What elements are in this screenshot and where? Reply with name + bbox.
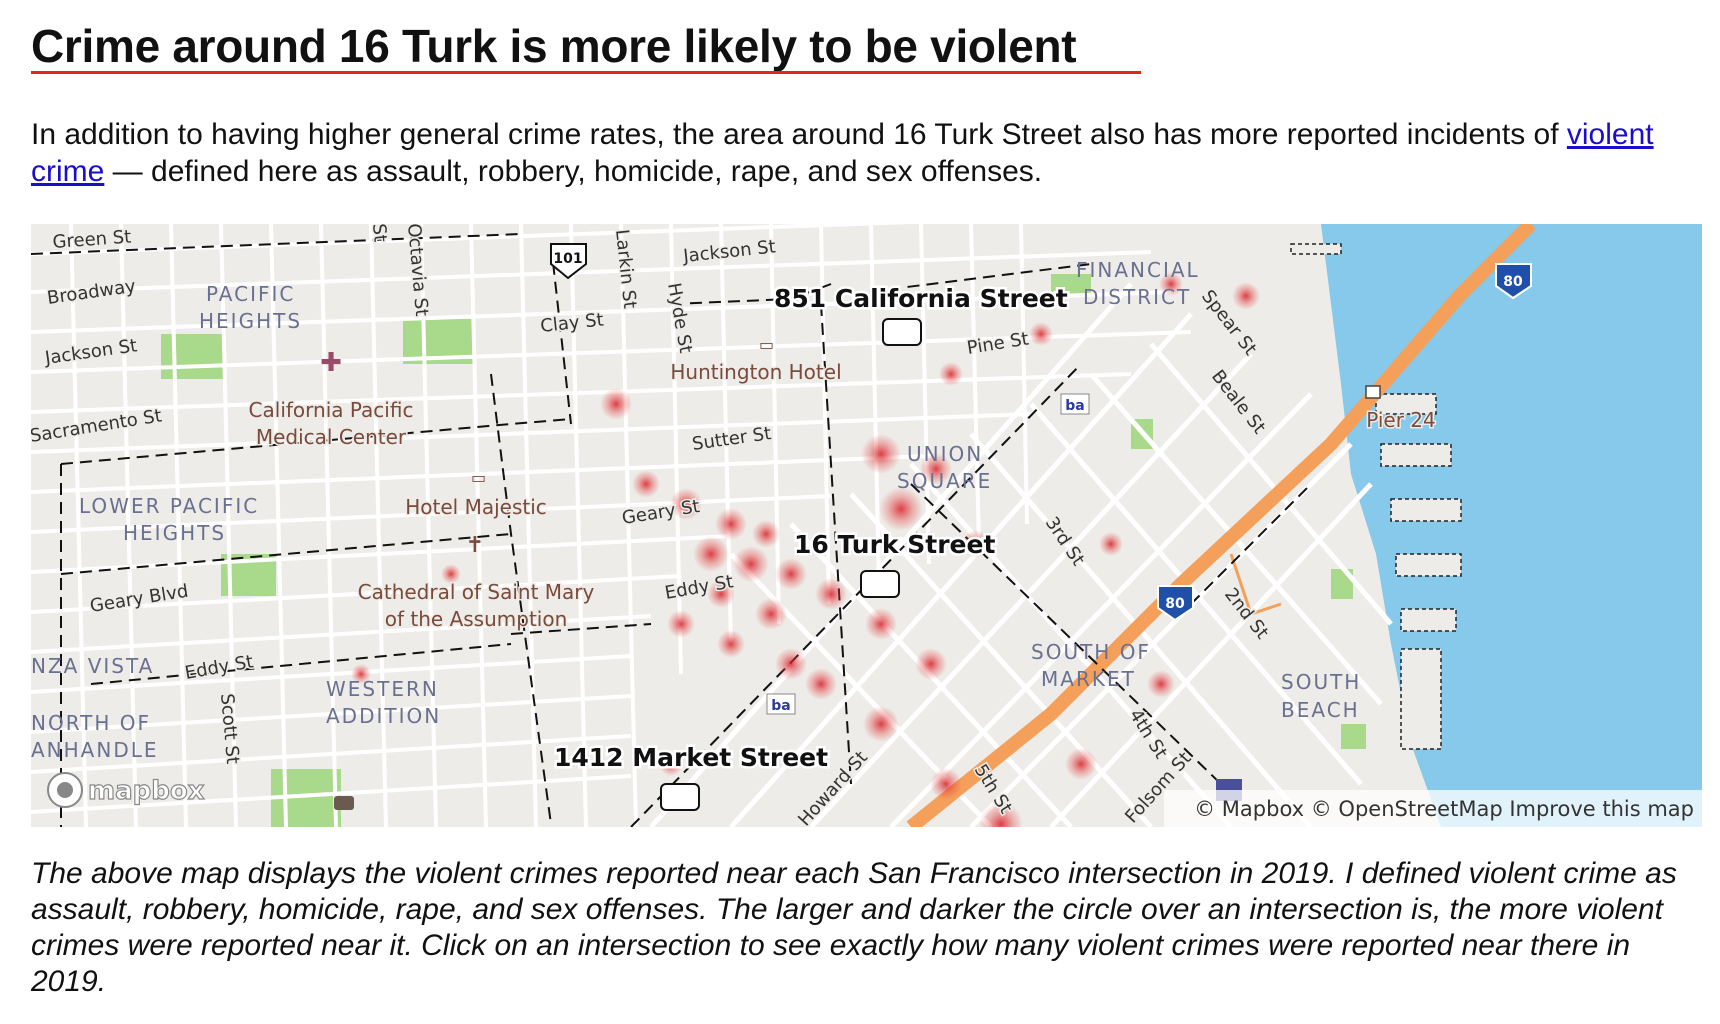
violent-crime-link[interactable]: violent crime	[31, 118, 1654, 188]
map-caption: The above map displays the violent crime…	[31, 857, 1677, 998]
district-label: SQUARE	[897, 469, 992, 493]
intro-text-before: In addition to having higher general cri…	[31, 118, 1567, 151]
district-label: WESTERN	[326, 677, 439, 701]
district-label: PACIFIC	[206, 282, 295, 306]
intro-text-after: — defined here as assault, robbery, homi…	[104, 155, 1043, 188]
poi-label: of the Assumption	[385, 607, 568, 631]
district-label: UNION	[907, 442, 983, 466]
ferry-icon	[1365, 385, 1381, 399]
church-icon: ✝	[466, 533, 484, 558]
page-title: Crime around 16 Turk is more likely to b…	[31, 20, 1077, 72]
district-label: HEIGHTS	[199, 309, 302, 333]
poi-labels: ✚ California Pacific Medical Center ▭ Hu…	[247, 335, 1437, 810]
marker-16-turk[interactable]: 16 Turk Street	[792, 528, 998, 598]
poi-label: Cathedral of Saint Mary	[358, 580, 595, 604]
poi-label: Medical Center	[256, 425, 407, 449]
hotel-icon: ▭	[471, 468, 486, 487]
piers	[1290, 243, 1462, 750]
district-label: NZA VISTA	[31, 654, 154, 678]
camera-icon	[334, 796, 354, 810]
marker-label: 16 Turk Street	[794, 530, 995, 559]
district-label: BEACH	[1281, 698, 1360, 722]
freeway-ramp	[1229, 553, 1282, 616]
mapbox-logo[interactable]: mapbox	[47, 772, 205, 808]
bart-icon	[1060, 393, 1090, 415]
intro-paragraph: In addition to having higher general cri…	[31, 116, 1691, 190]
title-underline	[31, 71, 1141, 74]
district-label: NORTH OF	[31, 711, 151, 735]
poi-label: Huntington Hotel	[670, 360, 841, 384]
poi-label: Hotel Majestic	[405, 495, 547, 519]
interstate-80-shield-south: 80	[1157, 585, 1194, 622]
district-label: SOUTH	[1281, 670, 1361, 694]
highway-101-shield: 101	[550, 243, 587, 280]
bart-icon: ba	[771, 698, 790, 714]
district-labels: PACIFIC HEIGHTS FINANCIAL DISTRICT UNION…	[31, 258, 1361, 762]
street-grid	[31, 224, 1192, 827]
freeway-i80	[906, 224, 1536, 827]
street-label: St	[368, 224, 391, 243]
marker-label: 851 California Street	[774, 284, 1068, 313]
district-label: ANHANDLE	[31, 738, 159, 762]
hospital-icon: ✚	[320, 348, 342, 378]
attribution-box	[1164, 790, 1702, 827]
district-label: MARKET	[1041, 667, 1136, 691]
district-label: LOWER PACIFIC	[79, 494, 259, 518]
crime-heat-markers[interactable]	[351, 272, 1260, 827]
neighborhood-boundaries	[31, 233, 1312, 827]
map-attribution[interactable]: © Mapbox © OpenStreetMap Improve this ma…	[1194, 797, 1694, 821]
marker-1412-market[interactable]: 1412 Market Street	[552, 741, 831, 811]
crime-map[interactable]: 101 80 80 PACIFIC HEIGHTS FINANCIAL DIST…	[31, 224, 1702, 827]
svg-text:mapbox: mapbox	[88, 776, 205, 806]
bart-icon: ba	[1065, 398, 1084, 414]
svg-text:80: 80	[1503, 274, 1523, 290]
hotel-icon: ▭	[759, 335, 774, 354]
marker-label: 1412 Market Street	[554, 743, 828, 772]
poi-label: Pier 24	[1366, 408, 1436, 432]
bart-icon	[766, 693, 796, 715]
poi-label: California Pacific	[249, 398, 414, 422]
district-label: DISTRICT	[1083, 285, 1191, 309]
district-label: HEIGHTS	[123, 521, 226, 545]
interstate-80-shield-north: 80	[1495, 263, 1532, 300]
district-label: FINANCIAL	[1076, 258, 1200, 282]
marker-851-california[interactable]: 851 California Street	[772, 282, 1070, 346]
district-label: ADDITION	[326, 704, 441, 728]
svg-text:80: 80	[1165, 596, 1185, 612]
district-label: SOUTH OF	[1031, 640, 1151, 664]
svg-text:101: 101	[553, 251, 582, 267]
